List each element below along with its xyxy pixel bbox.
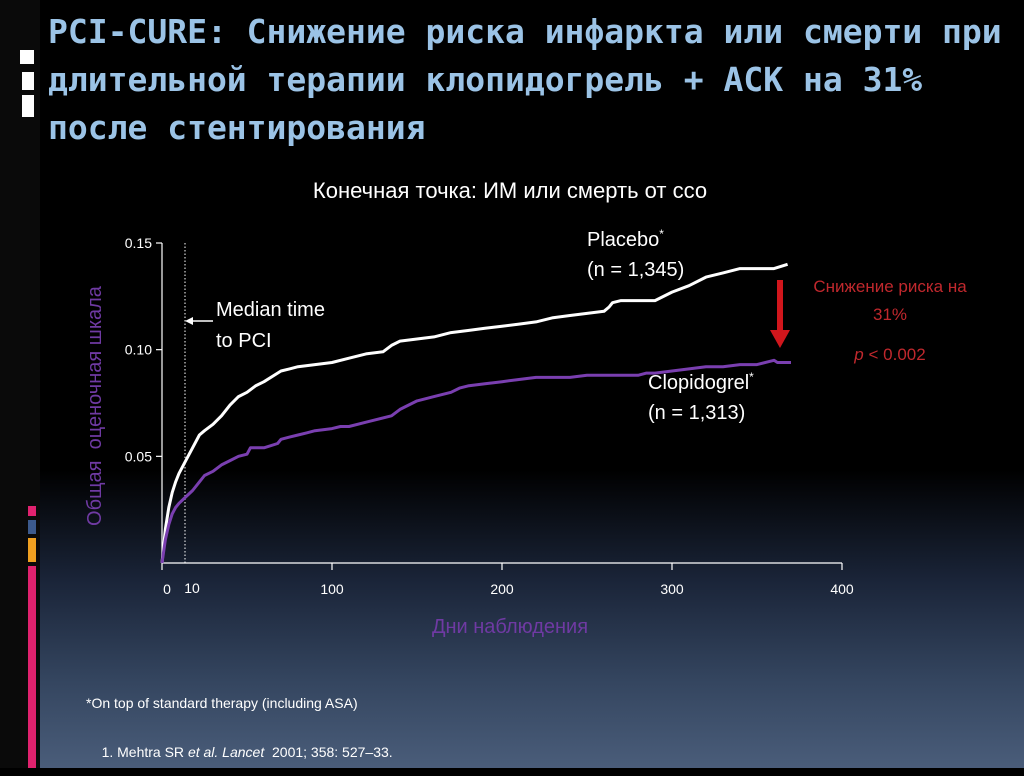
clopidogrel-label-text: Clopidogrel — [648, 372, 749, 394]
deco-bar-white-2 — [22, 95, 34, 117]
risk-reduction-line2: 31% — [873, 305, 907, 324]
series-line-clopidogrel — [160, 358, 791, 564]
clopidogrel-label: Clopidogrel* — [648, 370, 754, 394]
deco-bar-orange — [28, 538, 36, 562]
p-value-rest: < 0.002 — [864, 345, 926, 364]
placebo-n: (n = 1,345) — [587, 259, 684, 281]
median-text-line2: to PCI — [216, 330, 272, 352]
risk-reduction-line1: Снижение риска на — [813, 277, 967, 296]
median-day-label: 10 — [184, 580, 200, 596]
reference-italic: et al. Lancet — [187, 744, 265, 760]
deco-bar-blue-mid — [28, 520, 36, 534]
y-tick-label: 0.05 — [125, 448, 152, 464]
x-tick-label: 300 — [660, 581, 684, 597]
x-axis-label: Дни наблюдения — [432, 616, 588, 638]
median-arrow-head — [185, 317, 193, 325]
x-tick-label: 100 — [320, 581, 344, 597]
x-tick-label: 0 — [163, 581, 171, 597]
chart-title: Конечная точка: ИМ или смерть от ссо — [312, 178, 708, 203]
reference-prefix: 1. Mehtra SR — [101, 744, 188, 760]
deco-bar-blue-top — [20, 50, 34, 64]
reference-suffix: 2001; 358: 527–33. — [264, 744, 393, 760]
risk-arrow-shaft — [777, 280, 783, 332]
series-line-placebo — [160, 262, 789, 564]
placebo-label: Placebo* — [587, 227, 664, 251]
x-tick-label: 400 — [830, 581, 854, 597]
y-axis-label: Общая оценочная шкала — [84, 285, 106, 526]
placebo-label-text: Placebo — [587, 229, 659, 251]
p-value: p < 0.002 — [853, 345, 925, 364]
median-text-line1: Median time — [216, 299, 325, 321]
placebo-asterisk: * — [659, 227, 664, 241]
reference: 1. Mehtra SR et al. Lancet 2001; 358: 52… — [86, 728, 393, 776]
clopidogrel-asterisk: * — [749, 370, 754, 384]
x-tick-label: 200 — [490, 581, 514, 597]
clopidogrel-n: (n = 1,313) — [648, 402, 745, 424]
deco-bar-pink-small — [28, 506, 36, 516]
p-value-italic: p — [853, 345, 863, 364]
footnote-asterisk: *On top of standard therapy (including A… — [86, 695, 358, 711]
y-tick-label: 0.10 — [125, 342, 152, 358]
deco-bar-white-1 — [22, 72, 34, 90]
y-tick-label: 0.15 — [125, 235, 152, 251]
deco-bar-pink-long — [28, 566, 36, 768]
risk-arrow-head — [770, 330, 790, 348]
slide-title: PCI-CURE: Снижение риска инфаркта или см… — [48, 12, 1002, 147]
